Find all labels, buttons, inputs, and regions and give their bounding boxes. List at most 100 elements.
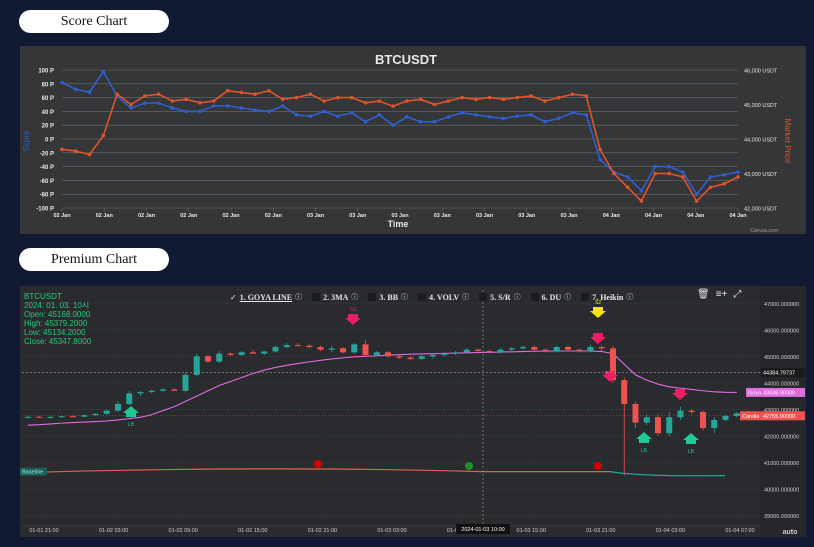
score-point — [253, 108, 257, 112]
candle-up — [25, 416, 31, 418]
score-point — [156, 101, 161, 105]
info-icon: ⓘ — [401, 293, 409, 301]
candle-up — [733, 413, 740, 416]
indicator-toggle-goya-line[interactable]: ✓ 1. GOYA LINE ⓘ — [230, 290, 302, 304]
baseline-label: Baseline — [22, 470, 43, 476]
score-point — [446, 115, 451, 119]
price-tick-label: 39000.000000 — [764, 514, 799, 520]
goya-line — [27, 350, 737, 426]
info-icon: ⓘ — [626, 293, 634, 301]
y2-tick-label: 44,000 USDT — [744, 138, 778, 144]
score-point — [432, 119, 437, 124]
time-tick-label: 01-03 21:00 — [586, 528, 615, 534]
score-point — [129, 106, 133, 110]
time-tick-label: 01-02 09:00 — [169, 528, 198, 534]
candle-up — [160, 389, 166, 391]
long-buy-label: LB — [688, 449, 695, 455]
indicator-toolbar: ✓ 1. GOYA LINE ⓘ 2. 3MA ⓘ 3. BB ⓘ 4. VOL… — [230, 290, 633, 304]
price-point — [211, 99, 216, 103]
check-icon: ✓ — [230, 292, 237, 302]
indicator-label: 4. VOLV — [429, 292, 460, 302]
price-point — [73, 149, 78, 153]
indicator-toggle-sr[interactable]: 5. S/R ⓘ — [479, 290, 521, 304]
indicator-toggle-heikin[interactable]: 7. Heikin ⓘ — [581, 290, 633, 304]
add-list-icon[interactable]: ≡+ — [715, 289, 728, 300]
score-point — [225, 104, 230, 108]
x-tick-label: 04 Jan — [645, 213, 663, 219]
price-point — [239, 90, 244, 95]
indicator-toggle-volv[interactable]: 4. VOLV ⓘ — [418, 290, 469, 304]
score-chart-title: Score Chart — [19, 10, 169, 33]
crosshair-time-tag — [456, 524, 510, 534]
trash-icon[interactable]: 🗑 — [697, 289, 710, 300]
score-point — [308, 114, 313, 119]
y-tick-label: -40 P — [40, 165, 54, 171]
time-tick-label: 01-04 03:00 — [656, 528, 685, 534]
candle-up — [418, 356, 425, 359]
price-point — [294, 95, 299, 100]
price-tick-label: 42000.000000 — [764, 434, 799, 440]
time-tick-label: 01-03 15:00 — [517, 528, 546, 534]
time-tick-label: 01-02 21:00 — [308, 528, 337, 534]
score-point — [294, 113, 299, 117]
candle-up — [666, 417, 673, 434]
price-point — [377, 99, 382, 103]
candle-up — [553, 347, 560, 351]
y-tick-label: 80 P — [42, 82, 54, 88]
candle-up — [272, 347, 279, 352]
score-point — [556, 116, 561, 121]
candle-up — [81, 415, 88, 417]
checkbox-icon — [368, 293, 377, 301]
x-tick-label: 03 Jan — [518, 213, 536, 219]
y-tick-label: 0 P — [45, 138, 54, 144]
candle-up — [677, 410, 684, 418]
score-point — [170, 106, 175, 110]
price-point — [681, 175, 685, 179]
x-tick-label: 02 Jan — [180, 213, 198, 219]
candle-tag-value: 42755.90000 — [763, 414, 795, 420]
score-point — [418, 119, 423, 124]
price-point — [184, 97, 188, 102]
candle-up — [711, 419, 718, 428]
price-point — [667, 171, 671, 176]
goya-tag-label: Goya — [748, 390, 762, 396]
candle-down — [70, 416, 76, 418]
price-point — [639, 199, 644, 203]
strong-sell-label: S2 — [595, 300, 601, 306]
premium-chart: Baseline LB SS S2 LB LB 47000.000000 46000.00… — [20, 286, 806, 537]
indicator-toggle-bb[interactable]: 3. BB ⓘ — [368, 290, 408, 304]
y-tick-label: 100 P — [38, 69, 54, 75]
score-point — [694, 192, 699, 196]
score-point — [142, 101, 147, 105]
high-label: High: 45379.2000 — [24, 319, 88, 328]
checkbox-icon — [530, 293, 539, 301]
price-point — [694, 199, 699, 203]
indicator-toggle-3ma[interactable]: 2. 3MA ⓘ — [312, 290, 358, 304]
score-point — [73, 87, 78, 92]
baseline-line — [21, 468, 610, 474]
long-buy-signal — [683, 433, 699, 444]
score-point — [667, 164, 671, 169]
x-tick-label: 02 Jan — [222, 213, 240, 219]
indicator-label: 3. BB — [379, 292, 399, 302]
score-point — [322, 109, 326, 114]
fullscreen-icon[interactable]: ⤢ — [733, 289, 742, 300]
time-tick-label: 01-03 03:00 — [377, 528, 406, 534]
sell-dot-marker — [314, 460, 322, 468]
candle-down — [407, 357, 414, 359]
time-tick-label: 01-04 07:00 — [725, 528, 754, 534]
price-point — [501, 97, 506, 102]
candle-down — [576, 349, 583, 351]
x-tick-label: 04 Jan — [687, 213, 705, 219]
score-chart-panel: BTCUSDT Time Score Market Price Canvas.c… — [20, 46, 806, 234]
price-point — [87, 152, 92, 157]
long-buy-label: LB — [128, 422, 135, 428]
price-point — [198, 100, 202, 105]
candle-down — [362, 344, 369, 355]
price-point — [570, 92, 575, 96]
indicator-toggle-du[interactable]: 6. DU ⓘ — [530, 290, 571, 304]
candle-up — [115, 404, 121, 411]
candle-up — [92, 413, 99, 416]
candle-down — [598, 347, 605, 349]
goya-price-tag — [746, 387, 805, 397]
